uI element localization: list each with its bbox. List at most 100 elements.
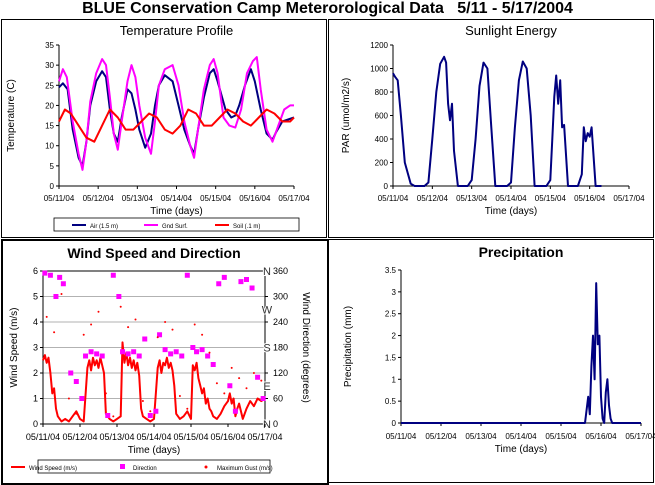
x-tick-label: 05/12/04 (62, 432, 97, 442)
gust-marker (127, 326, 130, 329)
x-tick-label: 05/14/04 (505, 432, 537, 441)
x-tick-label: 05/13/04 (456, 194, 488, 203)
legend-label: Direction (133, 466, 157, 472)
y-tick-label: 400 (375, 135, 389, 144)
y-tick-label: 5 (33, 292, 38, 302)
gust-marker (82, 333, 85, 336)
y-axis-label: Temperature (C) (6, 79, 17, 152)
gust-marker (208, 351, 211, 354)
gust-marker (252, 372, 255, 374)
compass-label: E (263, 381, 270, 393)
direction-marker (221, 274, 227, 280)
y-tick-label: 2 (33, 368, 38, 378)
gust-marker (230, 366, 233, 369)
x-tick-label: 05/15/04 (545, 432, 577, 441)
direction-marker (147, 413, 153, 418)
series-line (392, 55, 602, 187)
direction-marker (244, 277, 249, 282)
y-right-tick-label: 120 (273, 368, 288, 378)
direction-marker (136, 353, 142, 359)
legend-label: Maximum Gust (m/s) (217, 466, 273, 472)
direction-marker (57, 274, 63, 280)
x-tick-label: 05/15/04 (200, 194, 232, 203)
compass-label: N (263, 266, 271, 278)
x-tick-label: 05/13/04 (99, 432, 134, 442)
x-tick-label: 05/17/04 (278, 194, 310, 203)
y-tick-label: 20 (45, 101, 54, 110)
direction-marker (194, 349, 200, 355)
y-tick-label: 3 (33, 343, 38, 353)
gust-marker (201, 333, 204, 336)
direction-marker (73, 379, 79, 384)
y-right-axis-label: Wind Direction (degrees) (300, 292, 311, 403)
direction-marker (190, 345, 196, 350)
direction-marker (79, 396, 85, 401)
gust-marker (60, 292, 63, 295)
gust-marker (245, 387, 248, 390)
legend-label: Wind Speed (m/s) (29, 466, 77, 472)
series-line (58, 68, 295, 167)
direction-marker (153, 408, 159, 414)
y-axis-label: PAR (umol/m2/s) (341, 78, 352, 153)
direction-marker (131, 349, 137, 355)
compass-label: W (262, 304, 273, 316)
gust-marker (75, 412, 78, 415)
series-line (401, 282, 641, 424)
y-axis-label: Precipitation (mm) (343, 306, 354, 387)
legend-box (37, 459, 271, 474)
y-right-tick-label: 0 (273, 419, 278, 429)
direction-marker (42, 270, 48, 276)
gust-marker (186, 407, 189, 410)
y-tick-label: 4 (33, 317, 38, 327)
direction-marker (47, 272, 53, 278)
gust-marker (53, 331, 56, 334)
y-right-tick-label: 360 (273, 266, 288, 276)
direction-marker (216, 281, 222, 287)
direction-marker (179, 353, 185, 359)
gust-marker (223, 392, 226, 395)
legend-label: Soil (.1 m) (233, 224, 260, 230)
x-axis-label: Time (days) (150, 206, 202, 217)
page-title: BLUE Conservation Camp Meterorological D… (82, 0, 573, 17)
x-tick-label: 05/11/04 (26, 432, 60, 442)
y-tick-label: 0 (384, 182, 389, 191)
y-tick-label: 10 (45, 142, 54, 151)
y-tick-label: 1 (33, 394, 38, 404)
x-tick-label: 05/14/04 (136, 432, 171, 442)
y-tick-label: 15 (45, 122, 54, 131)
compass-label: S (263, 343, 270, 355)
direction-marker (53, 294, 59, 299)
y-tick-label: 0 (33, 419, 38, 429)
y-tick-label: 6 (33, 266, 38, 276)
y-tick-label: 3.5 (385, 266, 397, 275)
y-tick-label: 0 (392, 419, 397, 428)
gust-marker (67, 397, 70, 400)
gust-marker (90, 323, 93, 326)
gust-marker (178, 394, 181, 397)
gust-marker (215, 382, 218, 385)
x-tick-label: 05/17/04 (625, 432, 655, 441)
x-tick-label: 05/11/04 (386, 432, 417, 441)
y-tick-label: 1 (392, 375, 397, 384)
y-right-tick-label: 180 (273, 343, 288, 353)
x-tick-label: 05/12/04 (417, 194, 449, 203)
compass-label: N (263, 419, 271, 431)
gust-marker (141, 400, 144, 403)
direction-marker (120, 349, 126, 355)
y-tick-label: 2 (392, 332, 397, 341)
y-tick-label: 5 (50, 162, 55, 171)
direction-marker (238, 279, 244, 285)
y-tick-label: 1.5 (385, 353, 397, 362)
direction-marker (205, 353, 211, 359)
direction-marker (199, 347, 205, 353)
y-right-tick-label: 60 (273, 394, 283, 404)
x-tick-label: 05/12/04 (425, 432, 457, 441)
y-tick-label: 0 (50, 182, 55, 191)
y-tick-label: 35 (45, 41, 54, 50)
gust-marker (97, 310, 100, 313)
y-tick-label: 0.5 (385, 397, 397, 406)
gust-marker (134, 318, 137, 321)
x-tick-label: 05/16/04 (239, 194, 271, 203)
direction-marker (83, 353, 89, 359)
x-tick-label: 05/17/04 (247, 432, 282, 442)
